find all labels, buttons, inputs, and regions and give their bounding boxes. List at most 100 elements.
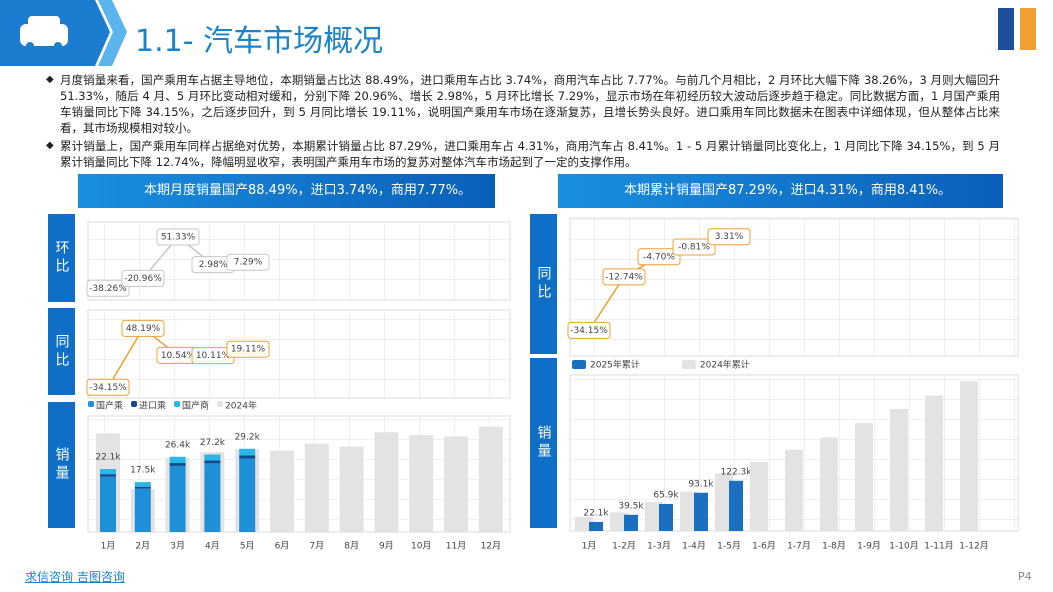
data-label: 17.5k [130, 466, 156, 476]
x-tick-label: 1-4月 [682, 541, 706, 552]
bar [169, 465, 186, 532]
data-label: 39.5k [618, 501, 644, 511]
bar [409, 435, 434, 532]
bar [890, 409, 908, 531]
data-label: 26.4k [165, 440, 191, 450]
data-label: 19.11% [231, 345, 266, 355]
legend-swatch [572, 360, 586, 369]
banner: 本期月度销量国产88.49%，进口3.74%，商用7.77%。 [78, 174, 495, 208]
label-box [226, 253, 270, 271]
legend-label: 国产商 [182, 400, 209, 412]
bar [694, 492, 708, 531]
label-box [121, 319, 165, 337]
source: 求信咨询 吉图咨询 [25, 570, 125, 584]
legend-label: 2025年累计 [590, 359, 640, 371]
side-text: 环比 [53, 240, 70, 276]
legend-swatch [174, 401, 181, 407]
bar [785, 449, 803, 531]
label-box [602, 268, 646, 286]
x-tick-label: 1-3月 [647, 541, 671, 552]
bar [100, 476, 116, 532]
x-tick-label: 1-9月 [857, 541, 881, 552]
data-label: 3.31% [715, 232, 744, 242]
side-text: 同比 [535, 266, 552, 302]
x-tick-label: 8月 [344, 541, 359, 552]
label-box [707, 228, 751, 246]
side-label: 同比 [530, 214, 557, 354]
bar [304, 443, 329, 532]
data-label: 93.1k [688, 479, 714, 489]
x-tick-label: 1月 [582, 541, 597, 552]
data-label: 65.9k [653, 490, 679, 500]
x-tick-label: 2月 [135, 541, 150, 552]
x-tick-label: 1-10月 [889, 541, 918, 552]
data-label: 51.33% [161, 232, 196, 242]
x-tick-label: 9月 [379, 541, 394, 552]
data-label: -34.15% [570, 326, 608, 336]
x-tick-label: 1-11月 [924, 541, 953, 552]
bar [270, 450, 294, 532]
bullet: 累计销量上，国产乘用车同样占据绝对优势，本期累计销量占比 87.29%，进口乘用… [46, 138, 1000, 170]
label-box [156, 228, 200, 246]
side-label: 同比 [48, 308, 75, 395]
bar [239, 458, 256, 532]
bar [134, 488, 151, 532]
data-label: 7.29% [234, 258, 263, 268]
bar [589, 521, 603, 531]
side-text: 销量 [53, 447, 70, 483]
bar [444, 436, 468, 532]
label-box [86, 279, 130, 297]
label-box [121, 269, 165, 287]
bar [169, 463, 186, 466]
legend-swatch [217, 401, 224, 407]
bar [729, 480, 743, 531]
bar [239, 455, 256, 459]
page-number: P4 [1018, 570, 1032, 583]
x-tick-label: 3月 [170, 541, 185, 552]
bar [855, 423, 873, 531]
x-tick-label: 1-2月 [612, 541, 636, 552]
data-label: -34.15% [89, 383, 127, 393]
data-label: 48.19% [126, 324, 161, 334]
label-box [567, 321, 611, 339]
bar [645, 501, 663, 531]
data-label: -0.81% [678, 243, 710, 253]
x-tick-label: 1-7月 [787, 541, 811, 552]
label-box [86, 378, 130, 396]
x-tick-label: 10月 [411, 541, 431, 552]
legend-label: 进口乘 [139, 400, 166, 412]
data-label: 22.1k [95, 453, 121, 463]
bar [624, 514, 638, 531]
bar [100, 474, 116, 477]
banner: 本期累计销量国产87.29%，进口4.31%，商用8.41%。 [558, 174, 1003, 208]
data-label: 10.54% [161, 351, 196, 361]
data-label: -12.74% [605, 272, 643, 282]
data-label: -20.96% [124, 274, 162, 284]
bar [134, 482, 151, 487]
bar [820, 437, 838, 531]
data-label: -38.26% [89, 284, 127, 294]
data-label: 22.1k [583, 508, 609, 518]
legend-swatch [131, 401, 138, 407]
bar [239, 448, 256, 456]
x-tick-label: 1-8月 [822, 541, 846, 552]
side-text: 同比 [53, 333, 70, 370]
legend-label: 2024年 [225, 400, 257, 412]
bar [204, 463, 221, 532]
bar [374, 432, 399, 532]
x-tick-label: 12月 [481, 541, 501, 552]
bar [169, 456, 186, 464]
legend-label: 2024年累计 [700, 359, 750, 371]
x-tick-label: 5月 [240, 541, 255, 552]
x-tick-label: 1月 [101, 541, 116, 552]
label-box [226, 340, 270, 358]
data-label: 29.2k [235, 432, 261, 442]
bar [659, 503, 673, 531]
bar [750, 462, 768, 531]
label-box [672, 238, 716, 256]
data-label: 10.11% [196, 351, 231, 361]
header-art [0, 0, 1036, 66]
bar [100, 469, 116, 475]
